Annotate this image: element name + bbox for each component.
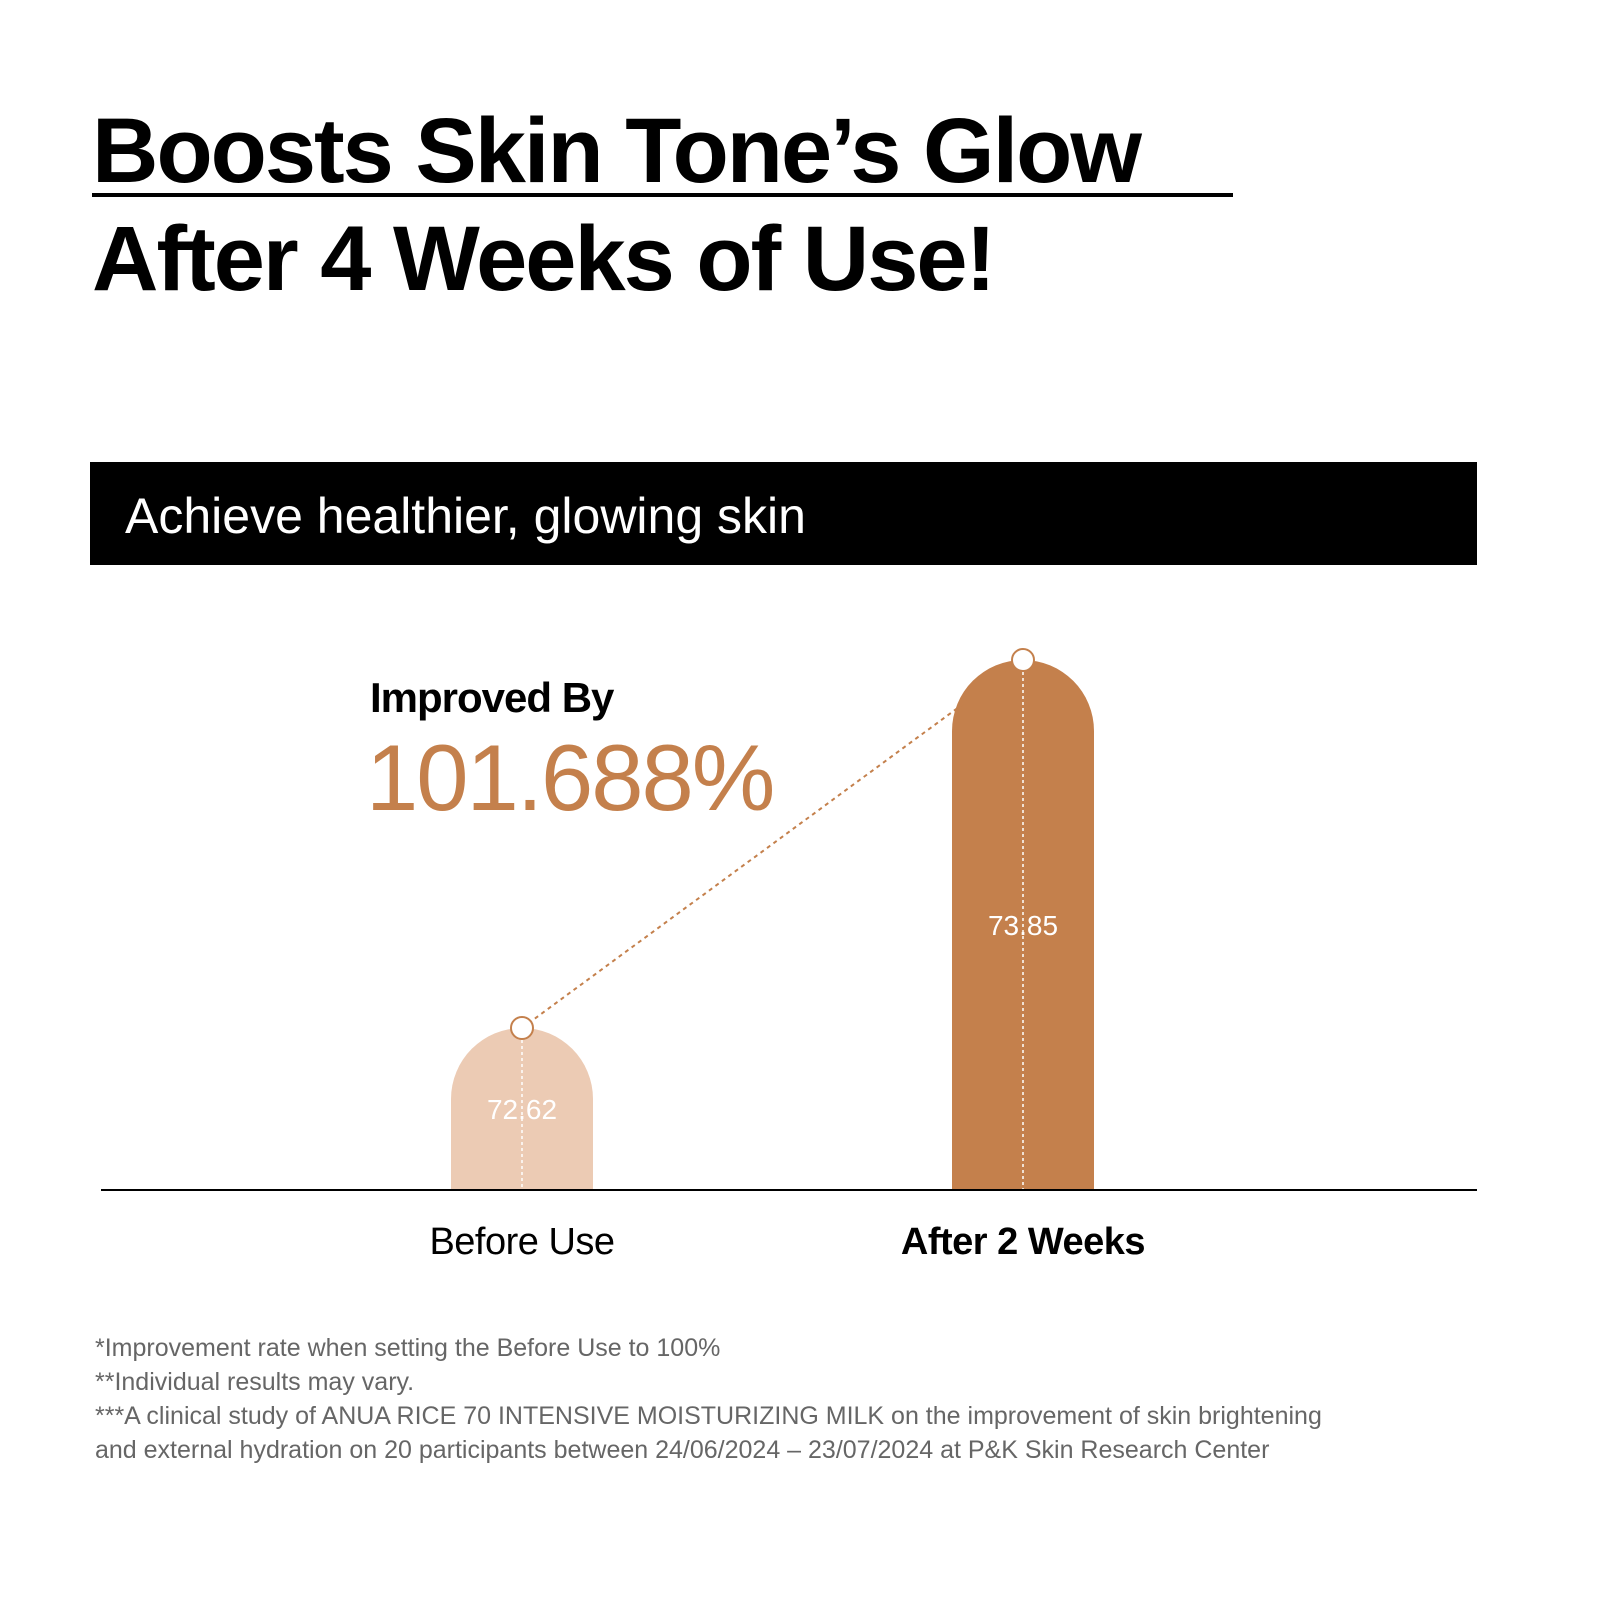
title-line: After 4 Weeks of Use! — [92, 208, 994, 310]
x-tick-label: After 2 Weeks — [901, 1221, 1145, 1263]
value-label: 72.62 — [487, 1094, 557, 1125]
banner-text: Achieve healthier, glowing skin — [125, 488, 806, 544]
footnotes: *Improvement rate when setting the Befor… — [95, 1334, 1322, 1464]
marker-dot — [510, 1016, 534, 1040]
bar-chart: 72.62 Before Use 73.85 After 2 Weeks — [429, 648, 1146, 1263]
x-tick-label: Before Use — [429, 1221, 614, 1263]
marker-dot — [1011, 648, 1035, 672]
footnote: ***A clinical study of ANUA RICE 70 INTE… — [95, 1402, 1322, 1430]
footnote: *Improvement rate when setting the Befor… — [95, 1334, 720, 1362]
annotation-label: Improved By — [370, 674, 615, 721]
banner — [90, 462, 1477, 565]
title-line: Boosts Skin Tone’s Glow — [92, 100, 1142, 202]
value-label: 73.85 — [988, 910, 1058, 941]
annotation-value: 101.688% — [366, 725, 773, 830]
footnote: **Individual results may vary. — [95, 1368, 414, 1396]
footnote: and external hydration on 20 participant… — [95, 1436, 1269, 1464]
